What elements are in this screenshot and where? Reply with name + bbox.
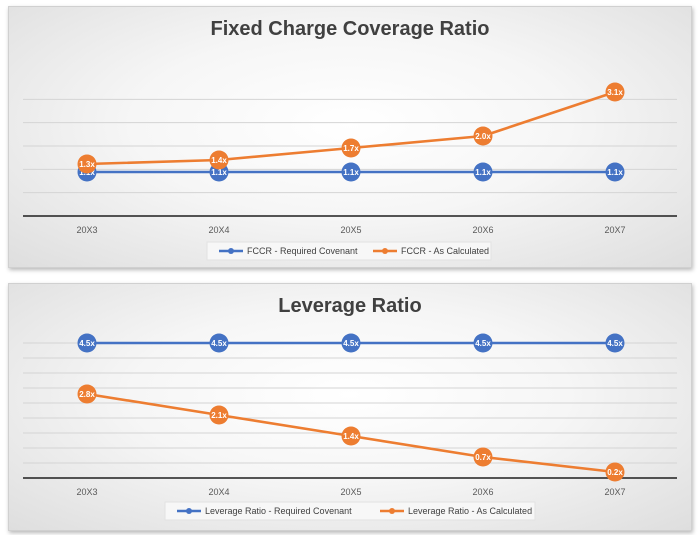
- data-point: [605, 162, 625, 182]
- legend: Leverage Ratio - Required Covenant Lever…: [164, 501, 536, 521]
- data-label: 1.3x: [79, 160, 95, 169]
- legend-item-calculated: FCCR - As Calculated: [373, 246, 489, 256]
- series-lines: 1.1x1.1x1.1x1.1x1.1x1.3x1.4x1.7x2.0x3.1x: [77, 82, 625, 182]
- data-point: [605, 82, 625, 102]
- x-axis-tick-labels: 20X3 20X4 20X5 20X6 20X7: [76, 487, 625, 497]
- data-point: [209, 150, 229, 170]
- data-point: [77, 384, 97, 404]
- series-as-calculated: 1.3x 1.4x 1.7x 2.0x 3.1x: [77, 82, 625, 174]
- data-label: 1.1x: [343, 168, 359, 177]
- data-label: 2.8x: [79, 390, 95, 399]
- x-axis-tick-labels: 20X3 20X4 20X5 20X6 20X7: [76, 225, 625, 235]
- data-point: [209, 333, 229, 353]
- data-point: [605, 333, 625, 353]
- x-tick-label: 20X5: [340, 487, 361, 497]
- data-point: [605, 462, 625, 482]
- x-tick-label: 20X7: [604, 487, 625, 497]
- legend-key-marker: [186, 508, 192, 514]
- data-point: [473, 162, 493, 182]
- data-point: [341, 162, 361, 182]
- data-label: 2.1x: [211, 411, 227, 420]
- x-tick-label: 20X6: [472, 487, 493, 497]
- x-tick-label: 20X3: [76, 487, 97, 497]
- series-as-calculated: 2.8x 2.1x 1.4x 0.7x 0.2x: [77, 384, 625, 482]
- legend-item-required: FCCR - Required Covenant: [219, 246, 358, 256]
- series-required-covenant: 1.1x1.1x1.1x1.1x1.1x: [77, 162, 625, 182]
- x-tick-label: 20X6: [472, 225, 493, 235]
- data-label: 0.2x: [607, 468, 623, 477]
- data-point: [473, 126, 493, 146]
- chart-title: Leverage Ratio: [278, 295, 421, 317]
- data-label: 4.5x: [607, 339, 623, 348]
- data-label: 1.1x: [607, 168, 623, 177]
- x-tick-label: 20X5: [340, 225, 361, 235]
- data-label: 0.7x: [475, 453, 491, 462]
- legend-item-calculated: Leverage Ratio - As Calculated: [380, 506, 532, 516]
- data-point: [341, 333, 361, 353]
- legend-label: FCCR - Required Covenant: [247, 246, 358, 256]
- legend-label: Leverage Ratio - As Calculated: [408, 506, 532, 516]
- legend-label: FCCR - As Calculated: [401, 246, 489, 256]
- data-label: 2.0x: [475, 132, 491, 141]
- data-point: [473, 447, 493, 467]
- data-point: [341, 426, 361, 446]
- leverage-chart-panel: Leverage Ratio 20X3 20X4 20X5 20X6 20X7 4.5x…: [8, 283, 692, 531]
- legend-box: [206, 241, 492, 261]
- data-label: 4.5x: [79, 339, 95, 348]
- legend-box: [164, 501, 536, 521]
- legend: FCCR - Required Covenant FCCR - As Calcu…: [206, 241, 492, 261]
- chart-title: Fixed Charge Coverage Ratio: [211, 18, 490, 40]
- leverage-chart: Leverage Ratio 20X3 20X4 20X5 20X6 20X7 4.5x…: [23, 295, 677, 521]
- x-tick-label: 20X4: [208, 225, 229, 235]
- legend-item-required: Leverage Ratio - Required Covenant: [177, 506, 352, 516]
- gridlines: [23, 342, 677, 464]
- data-point: [77, 154, 97, 174]
- data-label: 1.7x: [343, 144, 359, 153]
- data-label: 1.4x: [211, 156, 227, 165]
- data-point: [341, 138, 361, 158]
- fccr-chart: Fixed Charge Coverage Ratio 20X3 20X4 20X5…: [23, 18, 677, 261]
- series-lines: 4.5x 4.5x 4.5x 4.5x 4.5x 2.8x 2.1x 1.4x 0.7x 0.2x: [77, 333, 625, 482]
- data-label: 3.1x: [607, 88, 623, 97]
- fccr-chart-panel: Fixed Charge Coverage Ratio 20X3 20X4 20X5…: [8, 6, 692, 268]
- legend-key-marker: [382, 248, 388, 254]
- data-point: [77, 333, 97, 353]
- data-label: 4.5x: [343, 339, 359, 348]
- data-label: 1.4x: [343, 432, 359, 441]
- data-label: 4.5x: [475, 339, 491, 348]
- x-tick-label: 20X3: [76, 225, 97, 235]
- x-tick-label: 20X4: [208, 487, 229, 497]
- series-required-covenant: 4.5x 4.5x 4.5x 4.5x 4.5x: [77, 333, 625, 353]
- data-label: 1.1x: [211, 168, 227, 177]
- data-point: [473, 333, 493, 353]
- legend-key-marker: [389, 508, 395, 514]
- data-point: [209, 405, 229, 425]
- x-tick-label: 20X7: [604, 225, 625, 235]
- legend-key-marker: [228, 248, 234, 254]
- legend-label: Leverage Ratio - Required Covenant: [205, 506, 352, 516]
- data-label: 1.1x: [475, 168, 491, 177]
- data-label: 4.5x: [211, 339, 227, 348]
